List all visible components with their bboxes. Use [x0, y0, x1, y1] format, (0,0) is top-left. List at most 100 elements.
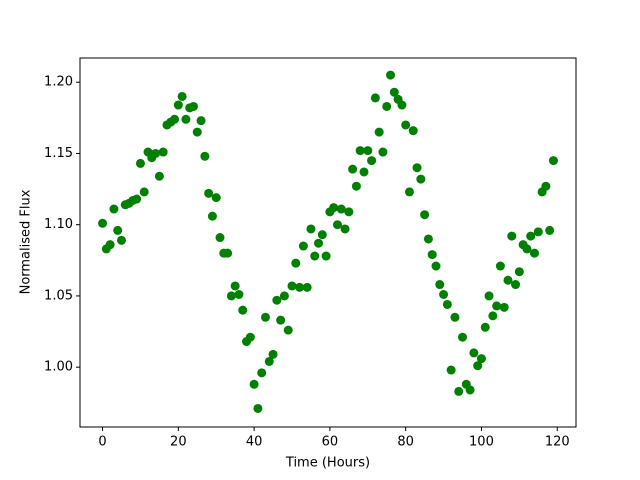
- point: [340, 224, 350, 234]
- point: [526, 231, 536, 241]
- point: [151, 148, 161, 158]
- point: [268, 349, 278, 359]
- point: [427, 250, 437, 260]
- point: [355, 146, 365, 156]
- point: [116, 235, 126, 245]
- point: [226, 291, 236, 301]
- point: [207, 211, 217, 221]
- point: [480, 322, 490, 332]
- point: [548, 156, 558, 166]
- x-tick-label: 20: [170, 435, 187, 450]
- point: [476, 354, 486, 364]
- x-tick-label: 0: [98, 435, 106, 450]
- point: [401, 120, 411, 130]
- point: [484, 291, 494, 301]
- point: [420, 210, 430, 220]
- point: [181, 114, 191, 124]
- point: [264, 356, 274, 366]
- point: [302, 282, 312, 292]
- x-tick-label: 60: [322, 435, 339, 450]
- point: [276, 315, 286, 325]
- point: [291, 258, 301, 268]
- point: [389, 87, 399, 97]
- point: [533, 227, 543, 237]
- point: [431, 261, 441, 271]
- point: [386, 70, 396, 80]
- point: [503, 275, 513, 285]
- point: [522, 244, 532, 254]
- y-tick-label: 1.05: [44, 288, 73, 303]
- point: [514, 267, 524, 277]
- point: [367, 156, 377, 166]
- point: [192, 127, 202, 137]
- point: [450, 312, 460, 322]
- point: [435, 280, 445, 290]
- point: [314, 238, 324, 248]
- point: [469, 348, 479, 358]
- point: [507, 231, 517, 241]
- point: [321, 251, 331, 261]
- point: [545, 225, 555, 235]
- point: [351, 181, 361, 191]
- point: [454, 386, 464, 396]
- point: [374, 127, 384, 137]
- y-axis-label: Normalised Flux: [19, 189, 34, 294]
- point: [200, 151, 210, 161]
- point: [458, 332, 468, 342]
- point: [397, 100, 407, 110]
- point: [287, 281, 297, 291]
- point: [98, 218, 108, 228]
- x-axis-label: Time (Hours): [285, 456, 370, 471]
- point: [382, 101, 392, 111]
- x-tick-label: 120: [545, 435, 570, 450]
- point: [223, 248, 233, 258]
- point: [492, 301, 502, 311]
- point: [279, 291, 289, 301]
- point: [310, 251, 320, 261]
- point: [230, 281, 240, 291]
- point: [170, 114, 180, 124]
- point: [173, 100, 183, 110]
- point: [211, 193, 221, 203]
- x-tick-label: 100: [469, 435, 494, 450]
- point: [238, 305, 248, 315]
- point: [260, 312, 270, 322]
- y-tick-label: 1.20: [44, 75, 73, 90]
- point: [204, 188, 214, 198]
- point: [253, 403, 263, 413]
- point: [541, 181, 551, 191]
- point: [215, 233, 225, 243]
- point: [283, 325, 293, 335]
- point: [404, 187, 414, 197]
- point: [105, 240, 115, 250]
- y-tick-label: 1.15: [44, 146, 73, 161]
- point: [446, 365, 456, 375]
- point: [473, 361, 483, 371]
- point: [439, 290, 449, 300]
- point: [249, 379, 259, 389]
- point: [295, 282, 305, 292]
- point: [158, 147, 168, 157]
- point: [139, 187, 149, 197]
- point: [188, 101, 198, 111]
- point: [306, 224, 316, 234]
- x-tick-label: 80: [397, 435, 414, 450]
- point: [298, 241, 308, 251]
- plot-frame: [79, 57, 577, 428]
- point: [257, 368, 267, 378]
- point: [177, 91, 187, 101]
- point: [109, 204, 119, 214]
- point: [378, 147, 388, 157]
- point: [511, 280, 521, 290]
- point: [416, 174, 426, 184]
- point: [132, 194, 142, 204]
- point: [332, 220, 342, 230]
- point: [329, 203, 339, 213]
- x-tick-label: 40: [246, 435, 263, 450]
- point: [408, 126, 418, 136]
- point: [488, 311, 498, 321]
- point: [530, 248, 540, 258]
- point: [234, 290, 244, 300]
